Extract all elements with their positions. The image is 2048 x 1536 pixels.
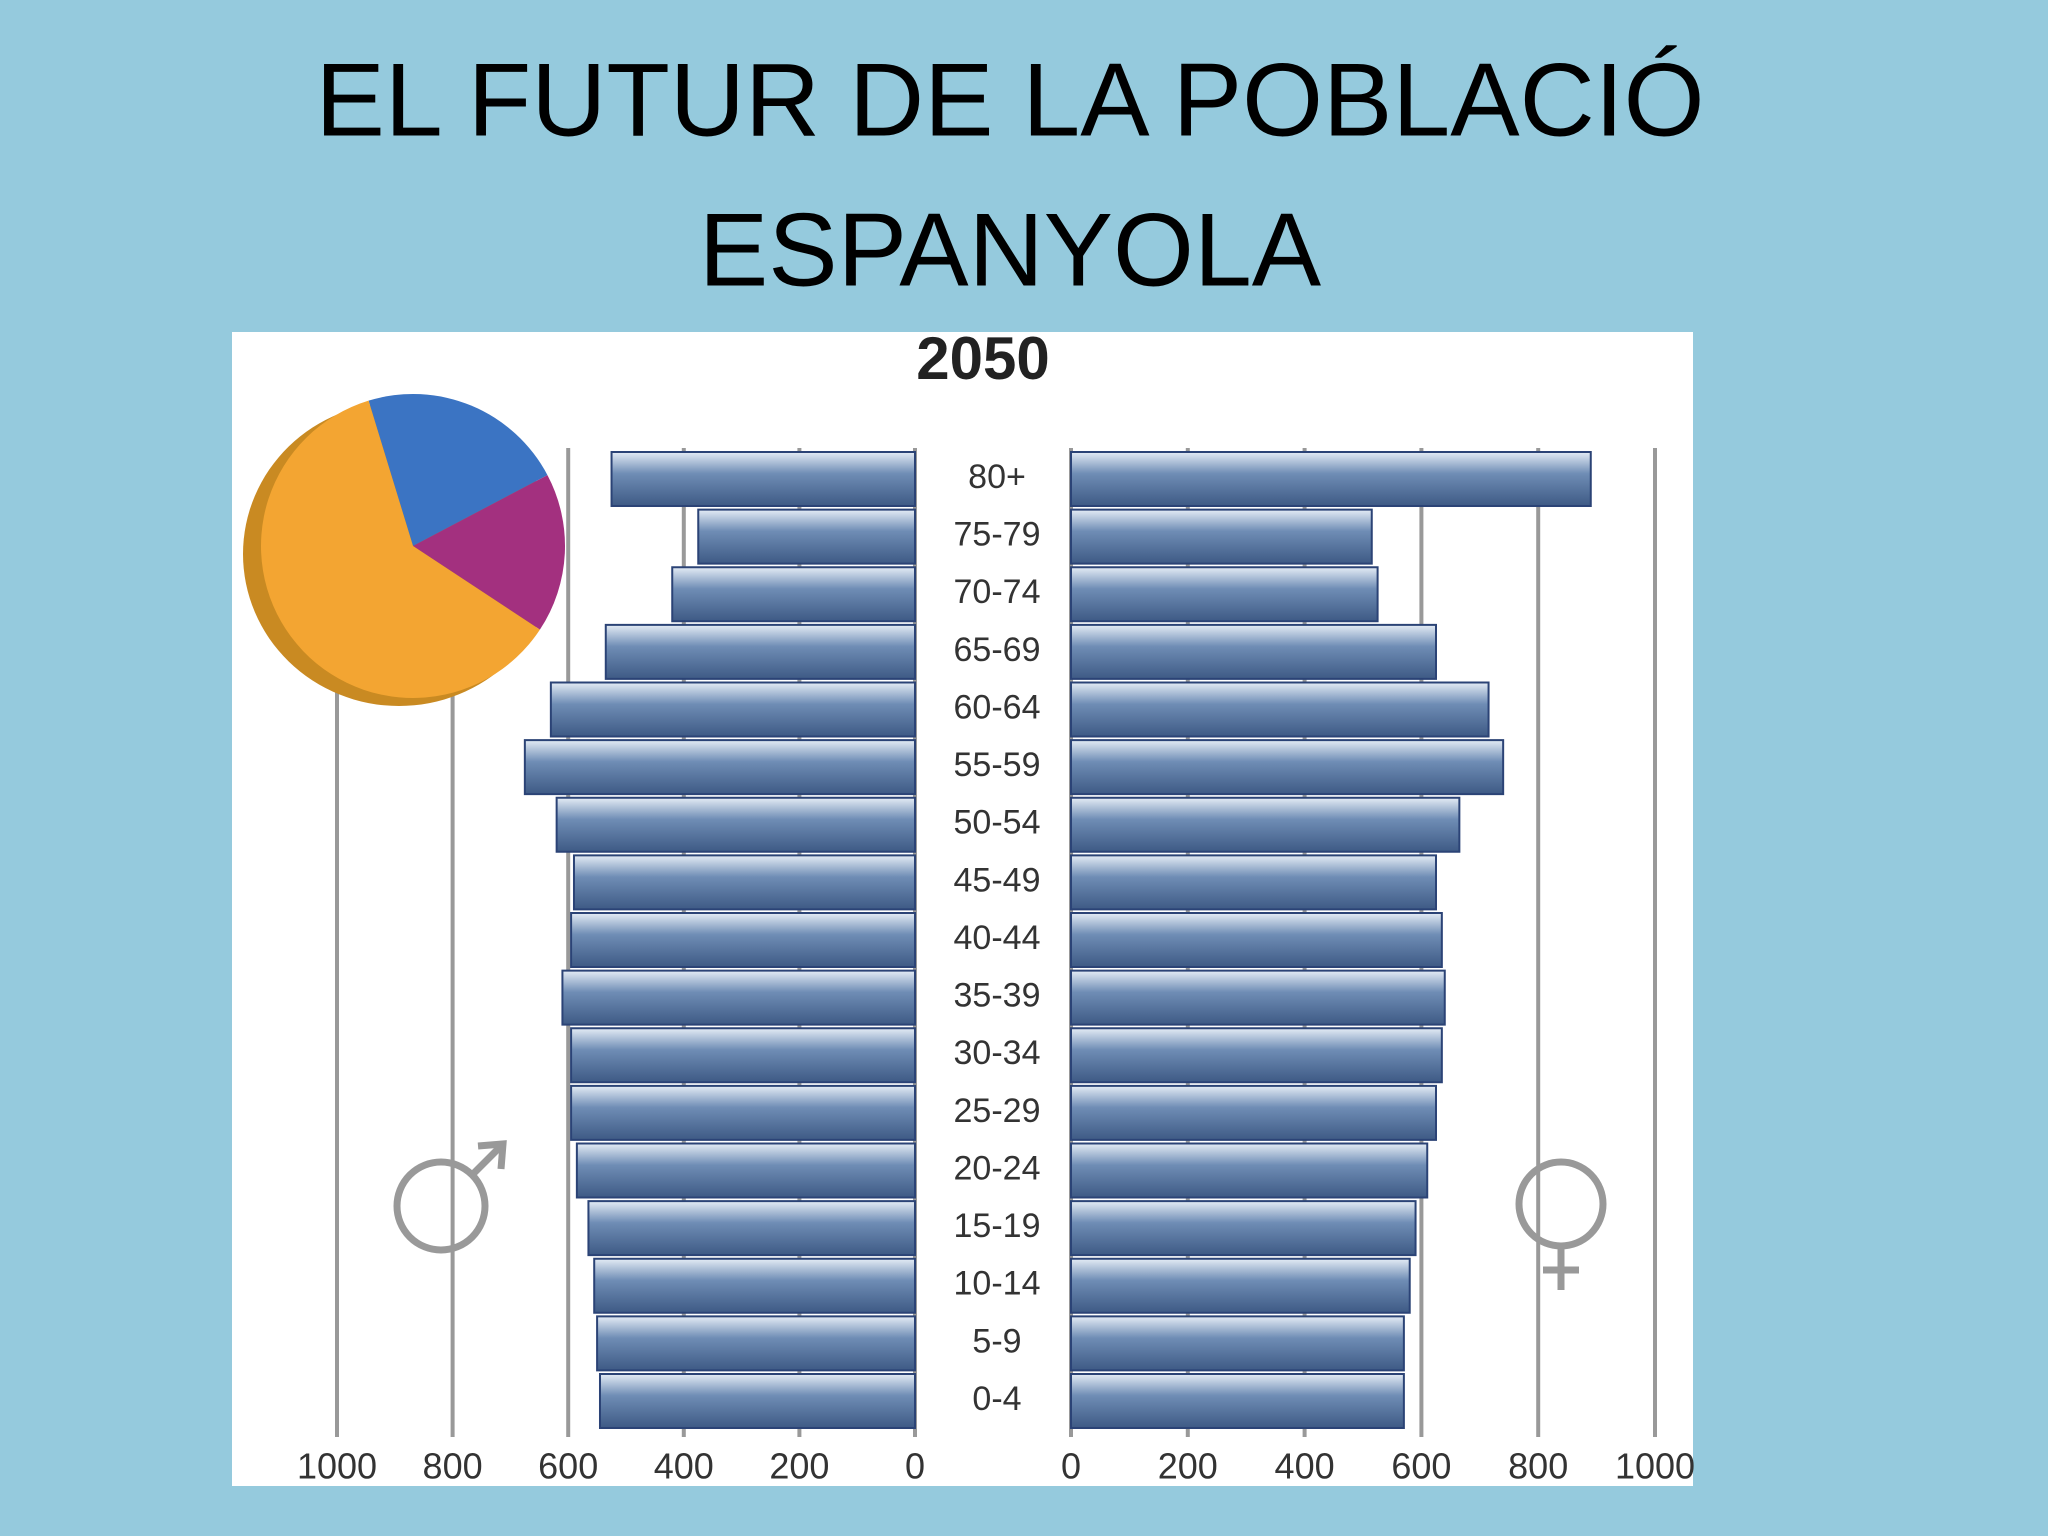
- bar: [575, 1142, 916, 1199]
- bar: [523, 739, 916, 796]
- category-label: 50-54: [954, 804, 1041, 842]
- bar: [1070, 1142, 1429, 1199]
- bar: [570, 1084, 917, 1141]
- x-tick-label: 800: [423, 1446, 483, 1487]
- x-tick-label: 400: [1275, 1446, 1335, 1487]
- bar: [1070, 1200, 1417, 1257]
- x-tick-label: 600: [538, 1446, 598, 1487]
- category-label: 0-4: [972, 1380, 1021, 1418]
- bar: [1070, 912, 1443, 968]
- bar: [1070, 1027, 1443, 1084]
- female-symbol: [1515, 1158, 1607, 1290]
- category-label: 25-29: [954, 1092, 1041, 1130]
- x-tick-label: 0: [905, 1446, 925, 1487]
- bar: [1070, 1257, 1411, 1314]
- bar: [1070, 739, 1505, 796]
- bar: [1070, 969, 1446, 1026]
- x-tick-label: 200: [769, 1446, 829, 1487]
- x-tick-label: 800: [1508, 1446, 1568, 1487]
- bar: [555, 796, 916, 853]
- x-tick-label: 600: [1391, 1446, 1451, 1487]
- bar: [1070, 508, 1373, 565]
- bar: [671, 566, 916, 623]
- category-label: 30-34: [954, 1034, 1041, 1072]
- category-label: 60-64: [954, 688, 1041, 726]
- pie-slice: [261, 400, 540, 698]
- category-label: 45-49: [954, 861, 1041, 899]
- bar: [697, 508, 916, 565]
- x-tick-label: 0: [1061, 1446, 1081, 1487]
- bar: [598, 1373, 916, 1429]
- bar: [1070, 566, 1379, 623]
- bar: [593, 1257, 917, 1314]
- bar: [561, 969, 916, 1026]
- bar: [1070, 1373, 1405, 1429]
- bar: [572, 854, 916, 911]
- bar: [1070, 1315, 1405, 1372]
- male-symbol: [393, 1140, 507, 1254]
- category-label: 80+: [968, 458, 1026, 496]
- x-tick-label: 1000: [1615, 1446, 1695, 1487]
- bar: [1070, 1084, 1437, 1141]
- bar: [596, 1315, 916, 1372]
- x-tick-label: 200: [1158, 1446, 1218, 1487]
- x-tick-label: 400: [654, 1446, 714, 1487]
- category-label: 55-59: [954, 746, 1041, 784]
- bar: [1070, 451, 1592, 507]
- category-label: 5-9: [972, 1322, 1021, 1360]
- bar: [1070, 796, 1461, 853]
- category-label: 10-14: [954, 1265, 1041, 1303]
- category-label: 15-19: [954, 1207, 1041, 1245]
- bar: [604, 623, 917, 680]
- chart-title: 2050: [916, 325, 1049, 392]
- bar: [587, 1200, 916, 1257]
- pie-slice: [413, 475, 565, 630]
- category-label: 35-39: [954, 977, 1041, 1015]
- slide-title: ESPANYOLA: [699, 192, 1322, 308]
- bar: [610, 451, 916, 507]
- pie-chart: [243, 393, 565, 706]
- grid: 0 0 200 200 400 400 600 600 800 800 1000 1000: [297, 448, 1695, 1487]
- bars: 80+ 75-79 70-74 65-69 60-64 55-59 50-54 45-49 40…: [523, 451, 1592, 1429]
- category-label: 70-74: [954, 573, 1041, 611]
- category-label: 65-69: [954, 631, 1041, 669]
- bar: [1070, 623, 1437, 680]
- pie-slice: [368, 393, 548, 546]
- category-label: 40-44: [954, 919, 1041, 957]
- category-label: 20-24: [954, 1149, 1041, 1187]
- category-label: 75-79: [954, 516, 1041, 554]
- bar: [1070, 854, 1437, 911]
- bar: [570, 912, 917, 968]
- bar: [549, 681, 916, 738]
- slide-title: EL FUTUR DE LA POBLACIÓ: [316, 42, 1705, 158]
- bar: [1070, 681, 1490, 738]
- x-tick-label: 1000: [297, 1446, 377, 1487]
- bar: [570, 1027, 917, 1084]
